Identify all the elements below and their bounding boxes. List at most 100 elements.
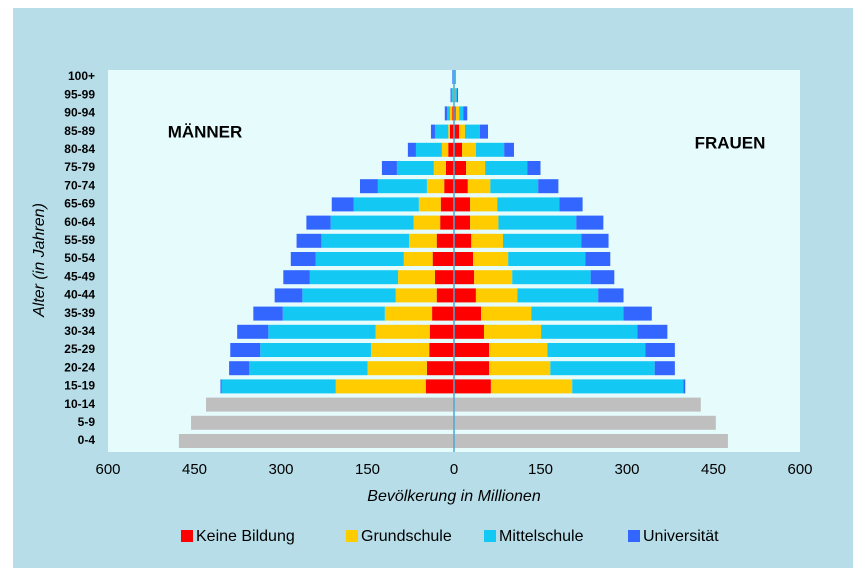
y-tick-label: 75-79 [64,160,95,174]
y-tick-label: 40-44 [64,288,95,302]
bar-segment [448,125,450,139]
bar-segment [430,325,454,339]
bar-segment [354,197,419,211]
legend-swatch [484,530,496,542]
bar-segment [454,379,491,393]
bar-segment [179,434,454,448]
y-tick-label: 70-74 [64,178,95,192]
bar-segment [454,179,468,193]
bar-segment [433,252,454,266]
bar-segment [427,361,454,375]
bar-segment [376,325,430,339]
bar-segment [455,88,457,102]
bar-segment [489,361,550,375]
bar-segment [550,361,654,375]
bar-segment [454,125,459,139]
y-tick-label: 95-99 [64,87,95,101]
bar-segment [416,143,442,157]
bar-segment [508,252,585,266]
bar-segment [470,216,498,230]
bar-segment [456,106,459,120]
bar-segment [302,288,395,302]
legend-label: Mittelschule [499,528,584,545]
bar-segment [560,197,583,211]
bar-segment [450,106,452,120]
bar-segment [454,234,471,248]
bar-segment [454,270,474,284]
bar-segment [237,325,268,339]
bar-segment [435,270,454,284]
bar-segment [471,234,503,248]
bar-segment [459,125,465,139]
bar-segment [454,252,473,266]
bar-segment [431,125,435,139]
bar-segment [484,325,541,339]
bar-segment [316,252,404,266]
bar-segment [441,197,454,211]
bar-segment [435,125,448,139]
bar-segment [446,161,454,175]
bar-segment [331,216,414,230]
bar-segment [229,361,249,375]
bar-segment [440,216,454,230]
bar-segment [476,288,518,302]
y-axis-label: Alter (in Jahren) [31,203,48,318]
bar-segment [378,179,427,193]
legend-swatch [181,530,193,542]
bar-segment [476,143,504,157]
bar-segment [585,252,610,266]
bar-segment [268,325,375,339]
bar-segment [466,161,485,175]
bar-segment [547,343,645,357]
bar-segment [481,307,531,321]
bar-segment [306,216,330,230]
y-tick-label: 30-34 [64,324,95,338]
bar-segment [397,161,434,175]
bar-segment [465,125,480,139]
y-tick-label: 25-29 [64,342,95,356]
x-tick-label: 300 [268,461,293,478]
bar-segment [426,379,454,393]
bar-segment [385,307,432,321]
bar-segment [504,143,514,157]
bar-segment [283,270,310,284]
bar-segment [437,288,454,302]
bar-segment [684,379,686,393]
bar-segment [468,179,490,193]
bar-segment [432,307,454,321]
bar-segment [220,379,221,393]
bar-segment [444,179,454,193]
bar-segment [512,270,590,284]
bar-segment [442,143,448,157]
bar-segment [275,288,303,302]
bar-segment [291,252,316,266]
bar-segment [310,270,398,284]
bar-segment [454,398,701,412]
y-tick-label: 50-54 [64,251,95,265]
bar-segment [462,143,476,157]
bar-segment [581,234,608,248]
bar-segment [448,143,454,157]
bar-segment [371,343,429,357]
y-tick-label: 80-84 [64,142,95,156]
bar-segment [332,197,354,211]
bar-segment [230,343,260,357]
y-tick-label: 100+ [68,69,95,83]
bar-segment [447,106,450,120]
bar-segment [454,361,489,375]
bar-segment [541,325,637,339]
bar-segment [321,234,409,248]
bar-segment [452,88,453,102]
bar-segment [429,343,454,357]
bar-segment [427,179,444,193]
bar-segment [454,343,489,357]
bar-segment [360,179,378,193]
y-tick-label: 15-19 [64,379,95,393]
y-tick-label: 20-24 [64,360,95,374]
y-tick-label: 85-89 [64,124,95,138]
legend-label: Grundschule [361,528,452,545]
bar-segment [445,106,447,120]
y-tick-label: 55-59 [64,233,95,247]
bar-segment [473,252,508,266]
y-tick-label: 90-94 [64,106,95,120]
